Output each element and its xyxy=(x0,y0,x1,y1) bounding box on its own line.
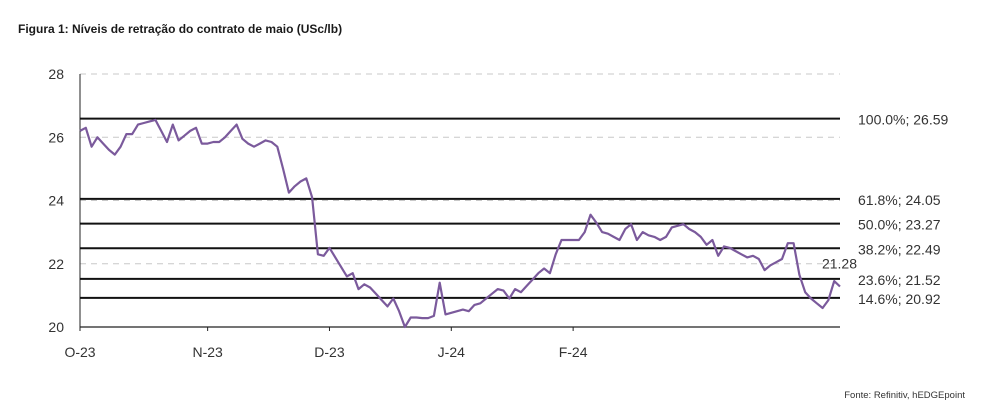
last-value-label: 21.28 xyxy=(822,256,857,272)
retracement-level-label: 100.0%; 26.59 xyxy=(858,112,949,128)
y-tick-label: 28 xyxy=(48,66,64,82)
y-tick-label: 20 xyxy=(48,319,64,335)
retracement-level-label: 38.2%; 22.49 xyxy=(858,241,941,257)
x-tick-label: F-24 xyxy=(559,344,588,360)
chart-source: Fonte: Refinitiv, hEDGEpoint xyxy=(844,390,965,401)
y-tick-label: 22 xyxy=(48,256,64,272)
chart-title: Figura 1: Níveis de retração do contrato… xyxy=(18,22,343,36)
price-series-line xyxy=(79,118,841,329)
x-tick-label: J-24 xyxy=(438,344,465,360)
y-tick-label: 24 xyxy=(48,193,64,209)
x-tick-label: N-23 xyxy=(192,344,223,360)
retracement-level-label: 50.0%; 23.27 xyxy=(858,217,941,233)
retracement-level-label: 61.8%; 24.05 xyxy=(858,192,941,208)
x-tick-label: D-23 xyxy=(314,344,345,360)
y-tick-label: 26 xyxy=(48,129,64,145)
x-tick-label: O-23 xyxy=(64,344,95,360)
retracement-level-label: 14.6%; 20.92 xyxy=(858,291,941,307)
retracement-level-label: 23.6%; 21.52 xyxy=(858,272,941,288)
